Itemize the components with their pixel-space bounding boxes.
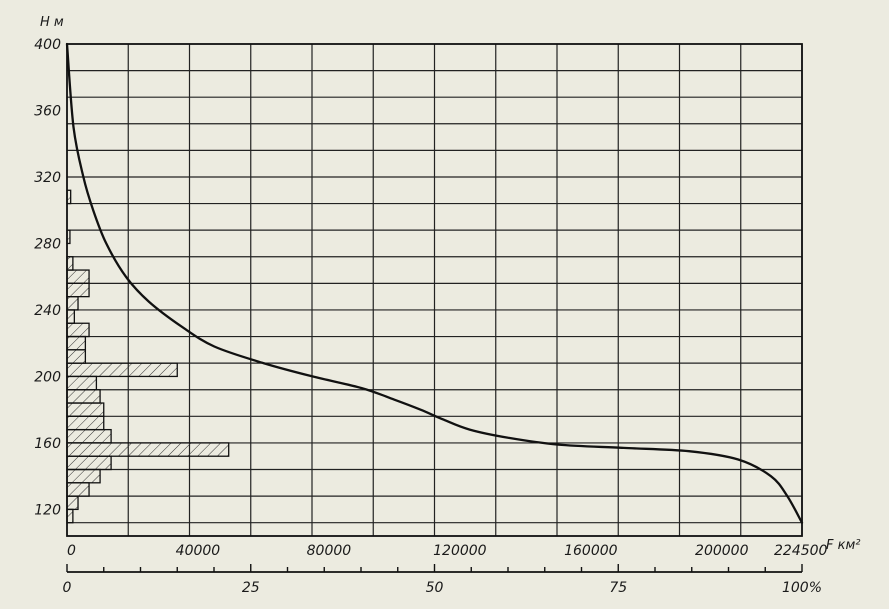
y-tick-label: 360 bbox=[34, 103, 61, 119]
y-tick-label: 400 bbox=[34, 37, 61, 53]
x-tick-label: 200000 bbox=[695, 543, 749, 559]
x-tick-label: 160000 bbox=[564, 543, 618, 559]
percent-tick-label: 100% bbox=[782, 580, 822, 596]
histogram-bar bbox=[66, 269, 90, 285]
y-tick-label: 280 bbox=[34, 236, 61, 252]
histogram-bar bbox=[66, 428, 112, 444]
y-tick-label: 200 bbox=[34, 369, 61, 385]
x-axis-label: F км² bbox=[826, 538, 860, 553]
y-axis-label: H м bbox=[40, 15, 64, 30]
y-tick-labels: 120 160 200 240 280 320 360 400 bbox=[34, 37, 61, 518]
histogram-bar bbox=[66, 455, 112, 471]
y-tick-label: 320 bbox=[34, 170, 61, 186]
histogram-bar bbox=[66, 362, 178, 378]
x-tick-label: 40000 bbox=[176, 543, 221, 559]
histogram-bar bbox=[66, 295, 79, 311]
histogram-bar bbox=[66, 335, 87, 351]
histogram-bar bbox=[66, 442, 230, 457]
percent-tick-label: 75 bbox=[609, 580, 627, 596]
x-tick-label: 80000 bbox=[307, 543, 352, 559]
histogram-bar bbox=[66, 389, 101, 404]
x-tick-label: 0 bbox=[67, 543, 76, 559]
plot-frame bbox=[66, 43, 803, 537]
histogram-bar bbox=[66, 322, 90, 338]
histogram-bar bbox=[66, 402, 105, 417]
histogram-bar bbox=[66, 282, 90, 298]
percent-tick-label: 0 bbox=[63, 580, 72, 596]
histogram-bar bbox=[66, 482, 90, 497]
hypsographic-curve bbox=[65, 42, 804, 524]
histogram-bar bbox=[66, 309, 75, 324]
histogram-bar bbox=[66, 495, 79, 511]
x-tick-label: 120000 bbox=[433, 543, 487, 559]
percent-tick-labels: 0 25 50 75 100% bbox=[63, 564, 822, 596]
y-tick-label: 120 bbox=[34, 502, 61, 518]
histogram-bar bbox=[66, 415, 105, 431]
histogram-bar bbox=[66, 375, 98, 391]
x-tick-label: 224500 bbox=[774, 543, 828, 559]
x-tick-labels: 0 40000 80000 120000 160000 200000 224500 bbox=[67, 543, 828, 559]
histogram-bar bbox=[66, 349, 87, 364]
y-tick-label: 160 bbox=[34, 436, 61, 452]
histogram-bar bbox=[66, 468, 101, 484]
y-tick-label: 240 bbox=[34, 303, 61, 319]
percent-tick-label: 50 bbox=[426, 580, 444, 596]
percent-tick-label: 25 bbox=[242, 580, 260, 596]
histogram bbox=[66, 189, 230, 524]
